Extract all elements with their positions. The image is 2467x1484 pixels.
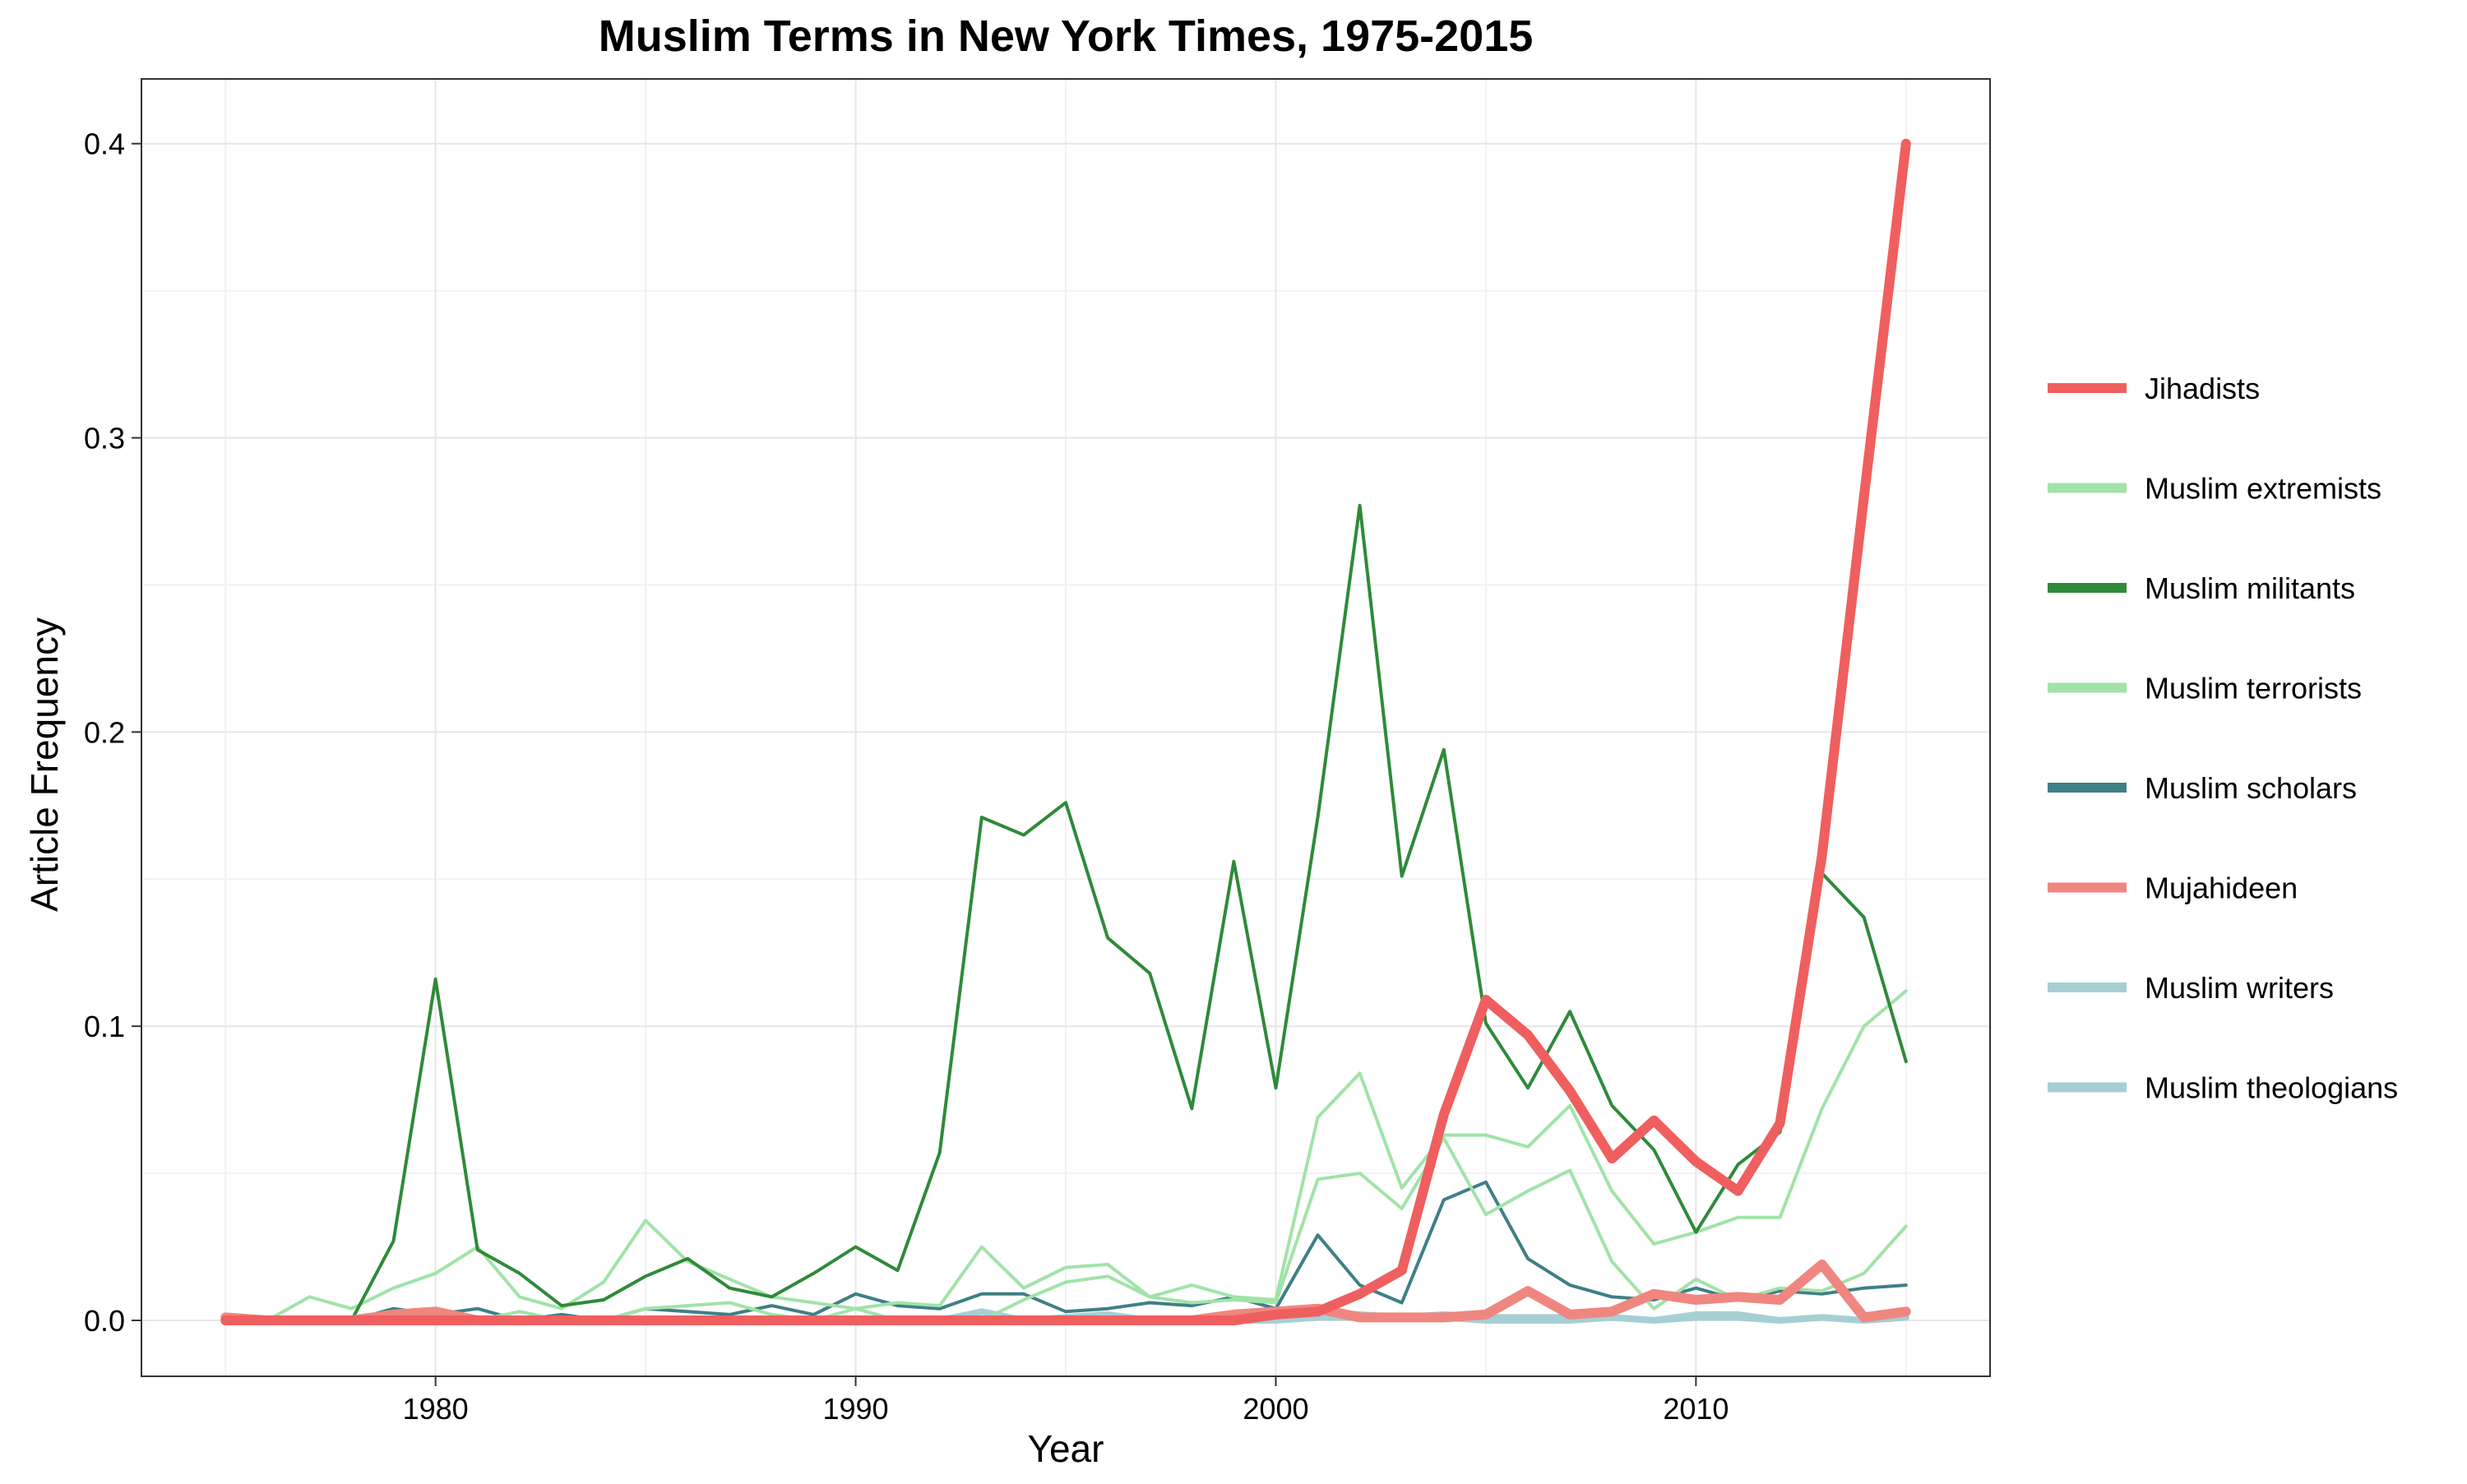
x-tick-label: 2000 [1243, 1392, 1308, 1426]
legend-label-jihadists: Jihadists [2145, 372, 2260, 405]
series-line-muslim-extremists [224, 989, 1908, 1322]
chart-title: Muslim Terms in New York Times, 1975-201… [599, 12, 1534, 61]
plot-area: 0.0 0.1 0.2 0.3 0.4 1980 1990 2000 2010 [84, 78, 1991, 1426]
x-axis-label: Year [1028, 1427, 1104, 1470]
series-line-jihadists [220, 138, 1911, 1325]
series-line-muslim-militants [224, 503, 1908, 1322]
legend: Jihadists Muslim extremists Muslim militan… [2048, 372, 2398, 1105]
plot-border [141, 78, 1991, 1377]
legend-label-muslim-extremists: Muslim extremists [2145, 472, 2381, 506]
legend-label-muslim-writers: Muslim writers [2145, 971, 2334, 1005]
x-tick-label: 1980 [403, 1392, 469, 1426]
series-line-muslim-terrorists [224, 1136, 1908, 1322]
x-tick-label: 2010 [1663, 1392, 1729, 1426]
legend-label-muslim-terrorists: Muslim terrorists [2145, 672, 2362, 705]
y-tick-label: 0.4 [84, 127, 125, 161]
legend-label-mujahideen: Mujahideen [2145, 871, 2298, 905]
y-tick-label: 0.3 [84, 422, 125, 455]
y-tick-label: 0.2 [84, 715, 125, 749]
y-tick-label: 0.1 [84, 1010, 125, 1043]
legend-label-muslim-scholars: Muslim scholars [2145, 771, 2357, 805]
y-axis-label: Article Frequency [23, 617, 66, 912]
x-tick-label: 1990 [822, 1392, 888, 1426]
legend-label-muslim-theologians: Muslim theologians [2145, 1071, 2398, 1105]
y-tick-label: 0.0 [84, 1304, 125, 1338]
legend-label-muslim-militants: Muslim militants [2145, 571, 2355, 605]
